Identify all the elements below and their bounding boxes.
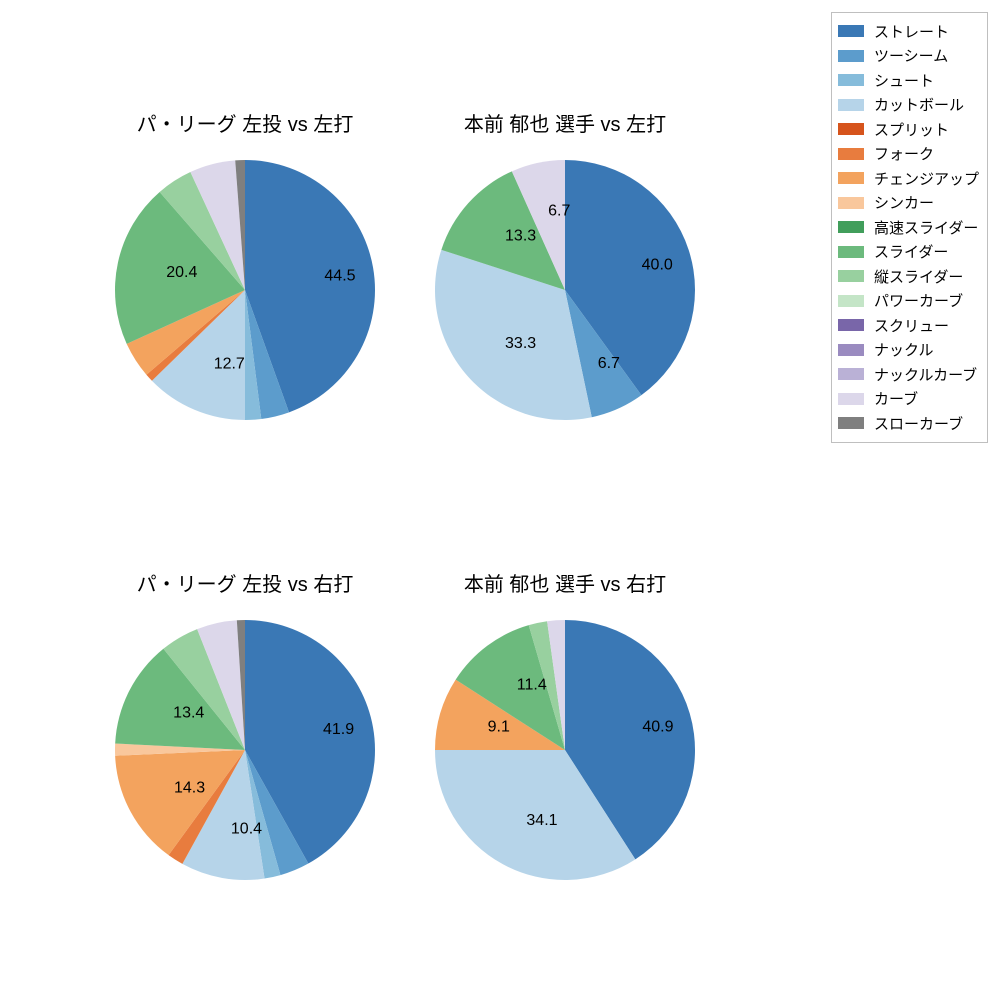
legend-item: ナックルカーブ: [838, 362, 979, 387]
legend-label: ツーシーム: [874, 45, 948, 66]
legend-swatch: [838, 295, 864, 307]
pie-chart: 41.9 10.4 14.3 13.4: [115, 620, 375, 880]
legend-label: ストレート: [874, 21, 949, 42]
legend-swatch: [838, 148, 864, 160]
legend-swatch: [838, 270, 864, 282]
legend-item: シュート: [838, 68, 979, 93]
legend-label: フォーク: [874, 143, 934, 164]
legend-label: シュート: [874, 70, 934, 91]
legend-label: スプリット: [874, 119, 949, 140]
pie-chart: 44.5 12.7 20.4: [115, 160, 375, 420]
slice-label: 40.9: [642, 718, 673, 735]
legend-label: カットボール: [874, 94, 964, 115]
legend-swatch: [838, 417, 864, 429]
legend-item: カットボール: [838, 93, 979, 118]
legend-label: パワーカーブ: [874, 290, 963, 311]
legend-item: フォーク: [838, 142, 979, 167]
legend-label: ナックル: [874, 339, 934, 360]
chart-title-2: 本前 郁也 選手 vs 左打: [415, 108, 715, 137]
legend-item: スライダー: [838, 240, 979, 265]
legend-item: カーブ: [838, 387, 979, 412]
legend-label: チェンジアップ: [874, 168, 979, 189]
pie-chart: 40.9 34.1 9.1 11.4: [435, 620, 695, 880]
legend-swatch: [838, 197, 864, 209]
legend-item: パワーカーブ: [838, 289, 979, 314]
slice-label: 34.1: [526, 812, 557, 829]
legend-item: シンカー: [838, 191, 979, 216]
legend-label: シンカー: [874, 192, 934, 213]
slice-label: 6.7: [548, 202, 570, 219]
legend-label: スライダー: [874, 241, 948, 262]
legend-swatch: [838, 246, 864, 258]
legend-item: スプリット: [838, 117, 979, 142]
chart-title-1: パ・リーグ 左投 vs 左打: [95, 108, 395, 137]
legend: ストレートツーシームシュートカットボールスプリットフォークチェンジアップシンカー…: [831, 12, 988, 443]
pie-chart: 40.0 6.7 33.3 13.3 6.7: [435, 160, 695, 420]
slice-label: 13.4: [173, 705, 204, 722]
slice-label: 20.4: [166, 264, 197, 281]
legend-label: 高速スライダー: [874, 217, 978, 238]
legend-swatch: [838, 74, 864, 86]
legend-label: スクリュー: [874, 315, 949, 336]
legend-item: 高速スライダー: [838, 215, 979, 240]
legend-item: 縦スライダー: [838, 264, 979, 289]
legend-swatch: [838, 50, 864, 62]
slice-label: 33.3: [505, 335, 536, 352]
legend-item: ツーシーム: [838, 44, 979, 69]
legend-swatch: [838, 393, 864, 405]
legend-swatch: [838, 344, 864, 356]
chart-title-4: 本前 郁也 選手 vs 右打: [415, 568, 715, 597]
legend-label: スローカーブ: [874, 413, 963, 434]
legend-swatch: [838, 123, 864, 135]
slice-label: 44.5: [324, 267, 355, 284]
slice-label: 41.9: [323, 721, 354, 738]
legend-swatch: [838, 221, 864, 233]
slice-label: 13.3: [505, 227, 536, 244]
figure-container: パ・リーグ 左投 vs 左打 本前 郁也 選手 vs 左打 パ・リーグ 左投 v…: [0, 0, 1000, 1000]
legend-swatch: [838, 25, 864, 37]
slice-label: 10.4: [231, 821, 262, 838]
legend-label: 縦スライダー: [874, 266, 963, 287]
slice-label: 40.0: [642, 256, 673, 273]
slice-label: 14.3: [174, 779, 205, 796]
legend-label: カーブ: [874, 388, 918, 409]
chart-title-3: パ・リーグ 左投 vs 右打: [95, 568, 395, 597]
legend-item: ナックル: [838, 338, 979, 363]
slice-label: 6.7: [598, 355, 620, 372]
legend-item: チェンジアップ: [838, 166, 979, 191]
slice-label: 11.4: [517, 677, 547, 694]
legend-swatch: [838, 319, 864, 331]
slice-label: 12.7: [214, 355, 245, 372]
legend-label: ナックルカーブ: [874, 364, 977, 385]
legend-swatch: [838, 368, 864, 380]
slice-label: 9.1: [488, 718, 510, 735]
legend-swatch: [838, 172, 864, 184]
legend-item: スローカーブ: [838, 411, 979, 436]
legend-item: スクリュー: [838, 313, 979, 338]
legend-item: ストレート: [838, 19, 979, 44]
legend-swatch: [838, 99, 864, 111]
